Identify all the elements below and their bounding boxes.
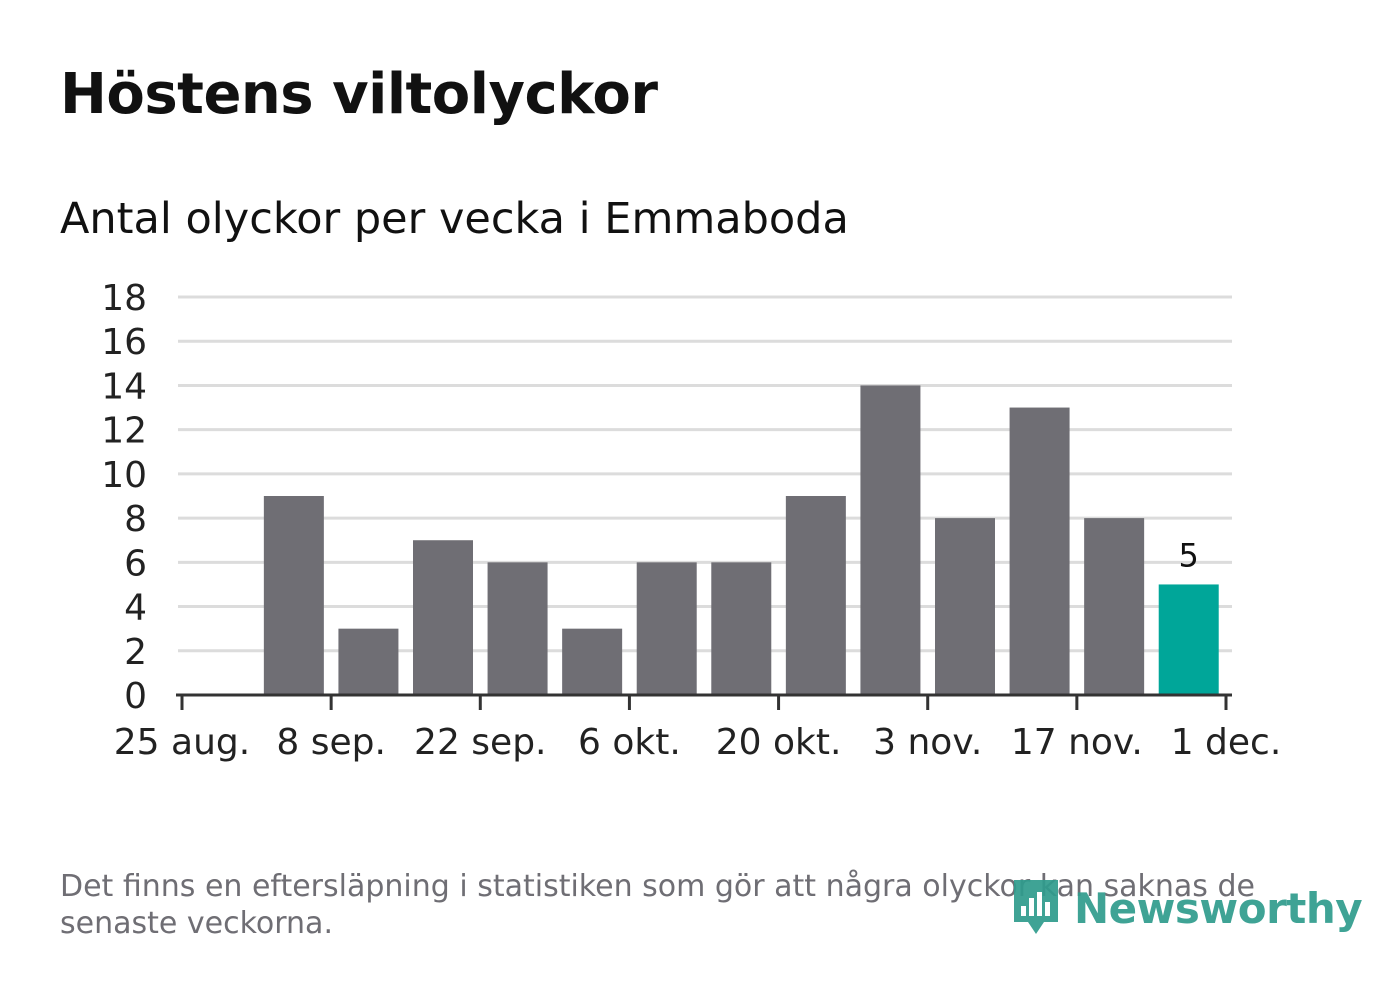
bar <box>338 628 399 695</box>
x-tick-label: 20 okt. <box>716 722 842 763</box>
newsworthy-logo-icon <box>1014 880 1058 934</box>
bar <box>413 540 473 695</box>
x-tick-label: 8 sep. <box>276 722 386 763</box>
bar <box>1158 584 1219 695</box>
bar <box>935 518 995 695</box>
y-tick-label: 14 <box>101 366 147 407</box>
bar <box>487 562 548 695</box>
x-tick-label: 25 aug. <box>114 722 250 763</box>
bar <box>562 628 623 695</box>
bar <box>263 496 324 695</box>
bar <box>1084 518 1145 695</box>
x-tick-label: 3 nov. <box>873 722 982 763</box>
x-tick-label: 6 okt. <box>578 722 681 763</box>
y-tick-label: 0 <box>124 676 147 717</box>
bar <box>636 562 697 695</box>
x-tick-label: 22 sep. <box>414 722 546 763</box>
newsworthy-logo: Newsworthy <box>1010 876 1363 940</box>
y-tick-label: 18 <box>101 278 147 319</box>
bar <box>860 385 921 695</box>
bar <box>711 562 772 695</box>
y-tick-label: 16 <box>101 322 147 363</box>
y-tick-label: 4 <box>124 588 147 629</box>
y-tick-label: 6 <box>124 543 147 584</box>
data-label: 5 <box>1179 536 1199 574</box>
x-tick-label: 17 nov. <box>1011 722 1143 763</box>
y-tick-label: 2 <box>124 632 147 673</box>
x-tick-label: 1 dec. <box>1171 722 1282 763</box>
y-tick-label: 12 <box>101 411 147 452</box>
chart-subtitle: Antal olyckor per vecka i Emmaboda <box>60 194 849 244</box>
logo-text: Newsworthy <box>1074 883 1363 933</box>
bar <box>785 496 846 695</box>
bar <box>1009 407 1070 695</box>
chart-title: Höstens viltolyckor <box>60 62 658 127</box>
y-tick-label: 10 <box>101 455 147 496</box>
y-tick-label: 8 <box>124 499 147 540</box>
